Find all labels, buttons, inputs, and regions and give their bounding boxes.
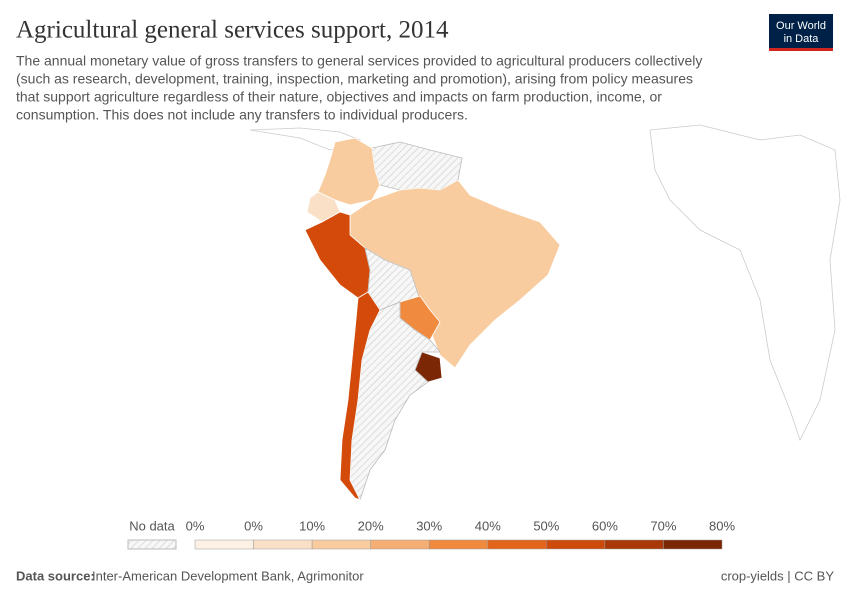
legend: No data 0% 0% 10% 20% 30% 40% 50% 60% 70% 80% bbox=[127, 518, 735, 550]
map bbox=[249, 124, 841, 506]
legend-bin bbox=[428, 539, 489, 550]
subtitle: that support agriculture regardless of t… bbox=[16, 89, 662, 105]
source-label: Data source: bbox=[16, 568, 95, 583]
legend-tick-label: 40% bbox=[475, 518, 501, 533]
license: crop-yields | CC BY bbox=[721, 568, 835, 583]
legend-tick-label: 30% bbox=[416, 518, 442, 533]
legend-bin bbox=[487, 539, 547, 550]
legend-tick-label: 0% bbox=[244, 518, 263, 533]
legend-bin bbox=[663, 539, 723, 550]
legend-no-data bbox=[127, 539, 177, 550]
legend-bin bbox=[604, 539, 664, 550]
legend-tick-label: 10% bbox=[299, 518, 325, 533]
venezuela-guianas bbox=[371, 141, 463, 191]
source: Inter-American Development Bank, Agrimon… bbox=[92, 568, 364, 583]
logo-bar bbox=[769, 48, 833, 51]
logo[interactable]: Our World in Data bbox=[769, 14, 833, 51]
legend-bin bbox=[370, 539, 430, 550]
legend-bin bbox=[311, 539, 371, 550]
logo-text: in Data bbox=[784, 33, 820, 45]
legend-tick-label: 80% bbox=[709, 518, 735, 533]
legend-tick-label: 0% bbox=[186, 518, 205, 533]
legend-bin bbox=[194, 539, 254, 550]
subtitle: The annual monetary value of gross trans… bbox=[16, 53, 702, 69]
legend-no-data-label: No data bbox=[129, 518, 175, 533]
subtitle: consumption. This does not include any t… bbox=[16, 107, 468, 123]
subtitle: (such as research, development, training… bbox=[16, 71, 693, 87]
legend-tick-label: 20% bbox=[358, 518, 384, 533]
logo-box bbox=[769, 14, 833, 50]
legend-bin bbox=[546, 539, 606, 550]
legend-bin bbox=[253, 539, 313, 550]
logo-text: Our World bbox=[776, 20, 826, 32]
colombia bbox=[317, 137, 381, 206]
chile bbox=[339, 291, 381, 506]
legend-tick-label: 70% bbox=[650, 518, 676, 533]
legend-tick-label: 60% bbox=[592, 518, 618, 533]
legend-tick-label: 50% bbox=[533, 518, 559, 533]
title: Agricultural general services support, 2… bbox=[16, 17, 449, 44]
africa bbox=[649, 124, 841, 442]
